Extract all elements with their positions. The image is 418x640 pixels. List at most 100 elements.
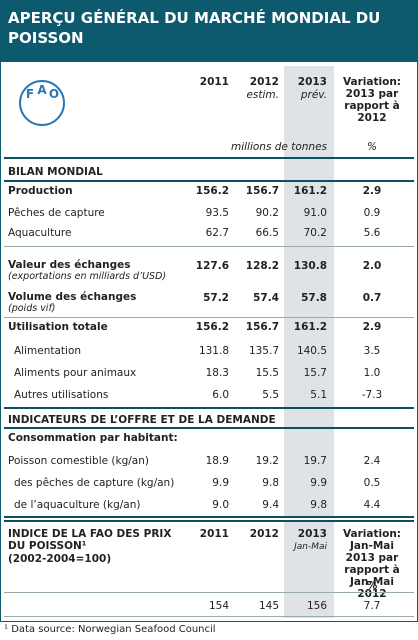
cell-value: 19.2 <box>255 455 279 467</box>
cell-value: 127.6 <box>195 260 229 272</box>
cell-value: 91.0 <box>303 207 327 219</box>
cell-value: 90.2 <box>255 207 279 219</box>
column-header: Variation: 2013 par rapport à 2012 <box>342 76 401 124</box>
index-column: Variation: Jan-Mai 2013 par rapport à Ja… <box>342 528 401 600</box>
cell-value: 15.7 <box>303 367 327 379</box>
cell-value: 140.5 <box>296 345 327 357</box>
cell-value: 18.9 <box>205 455 229 467</box>
row-sublabel: (exportations en milliards d’USD) <box>8 271 167 282</box>
row-label: Alimentation <box>14 345 82 357</box>
logo-letter: A <box>37 83 47 97</box>
row-sublabel: (poids vif) <box>8 303 56 314</box>
cell-value: 161.2 <box>293 321 327 333</box>
column-header: 2011 <box>199 76 229 88</box>
cell-value: 66.5 <box>255 227 279 239</box>
rule <box>4 157 414 159</box>
section-title: INDICATEURS DE L’OFFRE ET DE LA DEMANDE <box>8 414 276 426</box>
section-title: BILAN MONDIAL <box>8 166 103 178</box>
column-sub: estim. <box>246 89 279 101</box>
rule <box>4 246 414 247</box>
row-label: Pêches de capture <box>8 207 105 219</box>
cell-value: 19.7 <box>303 455 327 467</box>
cell-value: 4.4 <box>363 499 381 511</box>
row-label: des pêches de capture (kg/an) <box>14 477 175 489</box>
rule <box>4 516 414 518</box>
cell-value: 156.7 <box>245 185 279 197</box>
row-label: Valeur des échanges <box>8 259 131 271</box>
logo-letter: F <box>26 87 34 101</box>
cell-value: 57.4 <box>253 292 279 304</box>
cell-value: 9.8 <box>262 477 279 489</box>
cell-value: 161.2 <box>293 185 327 197</box>
cell-value: 135.7 <box>248 345 279 357</box>
column-header: 2012 <box>249 76 279 88</box>
cell-value: 156.2 <box>195 185 229 197</box>
row-label: Poisson comestible (kg/an) <box>8 455 149 467</box>
cell-value: 9.8 <box>310 499 327 511</box>
header-bar <box>0 0 418 62</box>
cell-value: 18.3 <box>205 367 229 379</box>
shade-column <box>284 66 334 518</box>
cell-value: 1.0 <box>363 367 381 379</box>
cell-value: 0.9 <box>363 207 381 219</box>
cell-value: 3.5 <box>363 345 381 357</box>
cell-value: 2.4 <box>363 455 381 467</box>
cell-value: 0.7 <box>362 292 382 304</box>
index-value: 145 <box>258 600 279 612</box>
cell-value: 131.8 <box>198 345 229 357</box>
cell-value: 57.8 <box>301 292 327 304</box>
index-column: 2012 <box>249 528 279 540</box>
index-value: 7.7 <box>363 600 381 612</box>
row-label: Utilisation totale <box>8 321 108 333</box>
column-sub: prév. <box>300 89 327 101</box>
unit: millions de tonnes <box>230 141 327 153</box>
cell-value: 2.9 <box>362 321 382 333</box>
logo: F A O <box>19 80 65 126</box>
cell-value: 9.9 <box>310 477 327 489</box>
cell-value: 70.2 <box>303 227 327 239</box>
cell-value: 2.9 <box>362 185 382 197</box>
logo-ring <box>19 80 65 126</box>
row-label: Aquaculture <box>8 227 72 239</box>
title: APERÇU GÉNÉRAL DU MARCHÉ MONDIAL DU POIS… <box>8 9 381 47</box>
cell-value: 156.2 <box>195 321 229 333</box>
cell-value: 9.0 <box>212 499 229 511</box>
index-title: INDICE DE LA FAO DES PRIX DU POISSON¹ <box>8 528 172 552</box>
cell-value: 5.1 <box>310 389 327 401</box>
cell-value: 62.7 <box>205 227 229 239</box>
footnote: ¹ Data source: Norwegian Seafood Council <box>4 624 216 635</box>
rule <box>4 616 414 617</box>
logo-letter: O <box>49 87 59 101</box>
column-header: 2013 <box>297 76 327 88</box>
cell-value: 6.0 <box>212 389 229 401</box>
rule <box>4 592 414 593</box>
rule <box>4 407 414 409</box>
row-label: Volume des échanges <box>8 291 137 303</box>
index-column: 2011 <box>199 528 229 540</box>
cell-value: 15.5 <box>255 367 279 379</box>
cell-value: 57.2 <box>203 292 229 304</box>
index-sub: (2002-2004=100) <box>8 553 112 565</box>
index-column-sub: Jan-Mai <box>294 542 327 552</box>
cell-value: 0.5 <box>363 477 381 489</box>
cell-value: 5.5 <box>262 389 279 401</box>
rule <box>4 427 414 429</box>
row-label: Autres utilisations <box>14 389 109 401</box>
cell-value: -7.3 <box>361 389 383 401</box>
index-value: 154 <box>208 600 229 612</box>
unit: % <box>367 141 377 153</box>
cell-value: 9.9 <box>212 477 229 489</box>
row-label: de l’aquaculture (kg/an) <box>14 499 141 511</box>
row-label: Production <box>8 185 73 197</box>
row-label: Consommation par habitant: <box>8 432 178 444</box>
rule <box>4 317 414 318</box>
cell-value: 130.8 <box>293 260 327 272</box>
rule <box>4 180 414 182</box>
cell-value: 156.7 <box>245 321 279 333</box>
cell-value: 5.6 <box>363 227 381 239</box>
shade-column <box>284 522 334 618</box>
cell-value: 9.4 <box>262 499 279 511</box>
index-value: 156 <box>306 600 327 612</box>
cell-value: 93.5 <box>205 207 229 219</box>
